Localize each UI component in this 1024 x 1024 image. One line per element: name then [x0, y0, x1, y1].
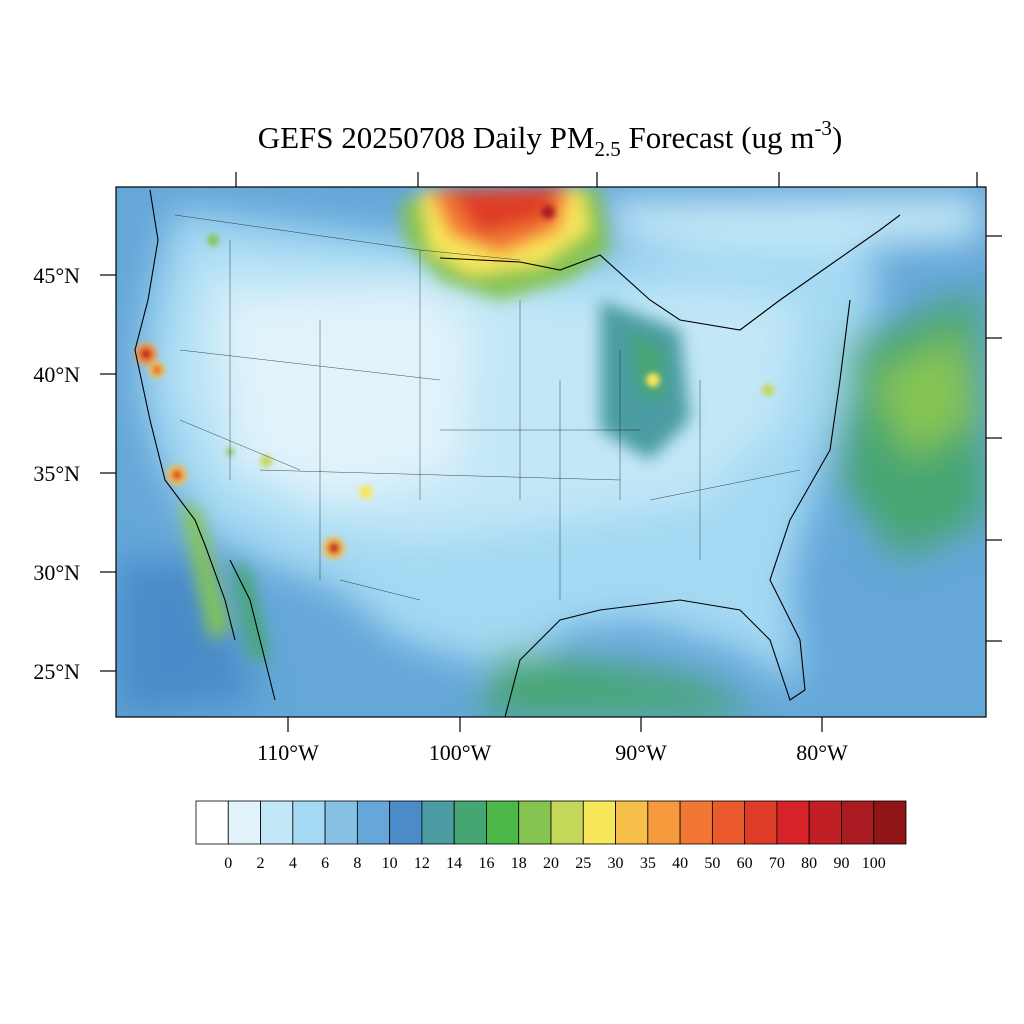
colorbar-swatch [389, 800, 423, 845]
colorbar-level-label: 18 [511, 855, 527, 872]
title-subscript: 2.5 [594, 137, 620, 161]
colorbar-swatch [647, 800, 681, 845]
lon-label-100w: 100°W [429, 740, 492, 765]
colorbar-swatch [518, 800, 552, 845]
colorbar-swatch [195, 800, 229, 845]
colorbar-swatch [776, 800, 810, 845]
colorbar-swatch [808, 800, 842, 845]
colorbar-swatch [324, 800, 358, 845]
colorbar-level-label: 20 [543, 855, 559, 872]
colorbar-level-label: 0 [224, 855, 232, 872]
colorbar-level-label: 100 [862, 855, 886, 872]
colorbar: 0 2 4 6 8 10 12 14 16 18 20 25 30 35 40 50 60 70 80 90 100 [195, 800, 907, 872]
title-superscript: -3 [814, 116, 832, 140]
colorbar-level-label: 40 [672, 855, 688, 872]
colorbar-level-label: 60 [737, 855, 753, 872]
colorbar-level-label: 12 [414, 855, 430, 872]
colorbar-level-label: 10 [382, 855, 398, 872]
colorbar-level-label: 16 [478, 855, 494, 872]
colorbar-level-label: 90 [833, 855, 849, 872]
chart-title: GEFS 20250708 Daily PM2.5 Forecast (ug m… [258, 116, 843, 161]
lat-label-45: 45°N [33, 263, 80, 288]
colorbar-level-label: 8 [353, 855, 361, 872]
colorbar-level-label: 35 [640, 855, 656, 872]
lat-label-35: 35°N [33, 461, 80, 486]
colorbar-level-label: 30 [608, 855, 624, 872]
lat-label-40: 40°N [33, 362, 80, 387]
colorbar-swatch [486, 800, 520, 845]
colorbar-level-label: 50 [704, 855, 720, 872]
colorbar-level-label: 14 [446, 855, 462, 872]
title-prefix: GEFS 20250708 Daily PM [258, 120, 595, 155]
state-borders [174, 214, 801, 601]
pm25-concentration-field [116, 187, 986, 717]
map-frame [115, 186, 987, 718]
colorbar-swatch [615, 800, 649, 845]
lon-label-90w: 90°W [615, 740, 667, 765]
colorbar-swatch [292, 800, 326, 845]
colorbar-swatch [227, 800, 261, 845]
lon-label-80w: 80°W [796, 740, 848, 765]
colorbar-level-label: 6 [321, 855, 329, 872]
colorbar-swatch [550, 800, 584, 845]
colorbar-swatch [679, 800, 713, 845]
colorbar-level-label: 80 [801, 855, 817, 872]
colorbar-level-label: 4 [289, 855, 297, 872]
colorbar-level-label: 70 [769, 855, 785, 872]
colorbar-swatch [356, 800, 391, 845]
longitude-labels: 110°W 100°W 90°W 80°W [257, 740, 848, 765]
colorbar-swatch [744, 800, 778, 845]
colorbar-swatch [841, 800, 875, 845]
lat-label-30: 30°N [33, 560, 80, 585]
coastline [134, 189, 901, 717]
lon-label-110w: 110°W [257, 740, 319, 765]
colorbar-swatch [453, 800, 487, 845]
latitude-labels: 45°N 40°N 35°N 30°N 25°N [33, 263, 80, 684]
frame-ticks [100, 172, 1002, 732]
colorbar-swatch [260, 800, 294, 845]
title-middle: Forecast (ug m [621, 120, 815, 155]
colorbar-swatch [873, 800, 907, 845]
colorbar-swatch [421, 800, 455, 845]
colorbar-swatch [582, 800, 616, 845]
title-suffix: ) [832, 120, 842, 155]
colorbar-level-label: 2 [257, 855, 265, 872]
colorbar-swatch [711, 800, 746, 845]
colorbar-level-label: 25 [575, 855, 591, 872]
lat-label-25: 25°N [33, 659, 80, 684]
